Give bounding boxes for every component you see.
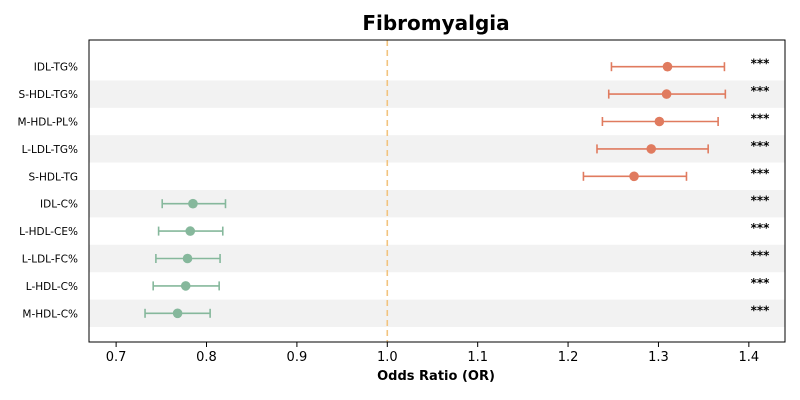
- x-tick-label: 1.1: [467, 350, 488, 365]
- forest-row: S-HDL-TG ***: [29, 166, 771, 183]
- plot-frame: [88, 39, 786, 343]
- forest-rows: IDL-TG% ***S-HDL-TG% ***M-HDL-PL% ***L-LDL-…: [18, 57, 771, 321]
- row-label: IDL-C%: [40, 199, 78, 211]
- odds-ratio-point: [172, 308, 183, 319]
- forest-row: L-HDL-CE% ***: [19, 221, 770, 238]
- x-tick-label: 1.0: [377, 350, 398, 365]
- odds-ratio-point: [180, 281, 191, 291]
- x-tick-label: 0.7: [106, 350, 127, 365]
- odds-ratio-point: [182, 253, 193, 264]
- x-tick-label: 1.2: [558, 350, 579, 365]
- forest-row: IDL-TG% ***: [34, 57, 770, 74]
- significance-label: ***: [751, 303, 771, 317]
- significance-label: ***: [751, 57, 771, 71]
- significance-label: ***: [751, 221, 771, 235]
- row-label: M-HDL-PL%: [18, 117, 78, 129]
- odds-ratio-point: [662, 61, 673, 72]
- odds-ratio-point: [654, 116, 665, 127]
- x-tick-label: 0.9: [287, 350, 308, 365]
- row-label: S-HDL-TG: [29, 171, 78, 183]
- row-label: L-HDL-C%: [26, 281, 78, 293]
- significance-label: ***: [751, 139, 771, 153]
- significance-label: ***: [751, 276, 771, 290]
- significance-label: ***: [751, 166, 771, 180]
- odds-ratio-point: [629, 171, 639, 182]
- significance-label: ***: [751, 194, 771, 208]
- forest-row: L-HDL-C% ***: [26, 276, 770, 293]
- odds-ratio-point: [185, 226, 196, 236]
- row-label: IDL-TG%: [34, 62, 78, 74]
- forest-row: M-HDL-PL% ***: [18, 112, 771, 129]
- x-tick-label: 1.3: [648, 350, 669, 365]
- forest-row: L-LDL-TG% ***: [22, 139, 771, 156]
- forest-row: L-LDL-FC% ***: [22, 249, 770, 266]
- row-label: L-LDL-FC%: [22, 254, 78, 266]
- significance-label: ***: [751, 249, 771, 263]
- row-label: M-HDL-C%: [22, 308, 78, 320]
- odds-ratio-point: [188, 198, 198, 209]
- x-axis-label: Odds Ratio (OR): [377, 369, 495, 384]
- x-tick-label: 0.8: [196, 350, 217, 365]
- row-label: L-LDL-TG%: [22, 144, 78, 156]
- x-axis: 0.7 0.8 0.9 1.0 1.1 1.2 1.3 1.4: [106, 342, 759, 365]
- row-label: S-HDL-TG%: [19, 89, 78, 101]
- significance-label: ***: [751, 84, 771, 98]
- significance-label: ***: [751, 112, 771, 126]
- forest-row: IDL-C% ***: [40, 194, 770, 211]
- odds-ratio-point: [661, 89, 672, 99]
- forest-row: S-HDL-TG% ***: [19, 84, 771, 101]
- x-tick-label: 1.4: [739, 350, 760, 365]
- row-label: L-HDL-CE%: [19, 226, 78, 238]
- forest-row: M-HDL-C% ***: [22, 303, 770, 320]
- odds-ratio-point: [646, 144, 657, 154]
- chart-title: Fibromyalgia: [362, 11, 509, 35]
